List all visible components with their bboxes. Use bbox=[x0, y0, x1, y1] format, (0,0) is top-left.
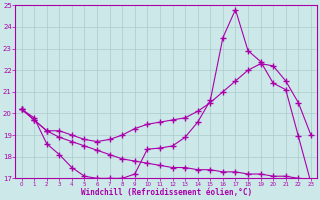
X-axis label: Windchill (Refroidissement éolien,°C): Windchill (Refroidissement éolien,°C) bbox=[81, 188, 252, 197]
